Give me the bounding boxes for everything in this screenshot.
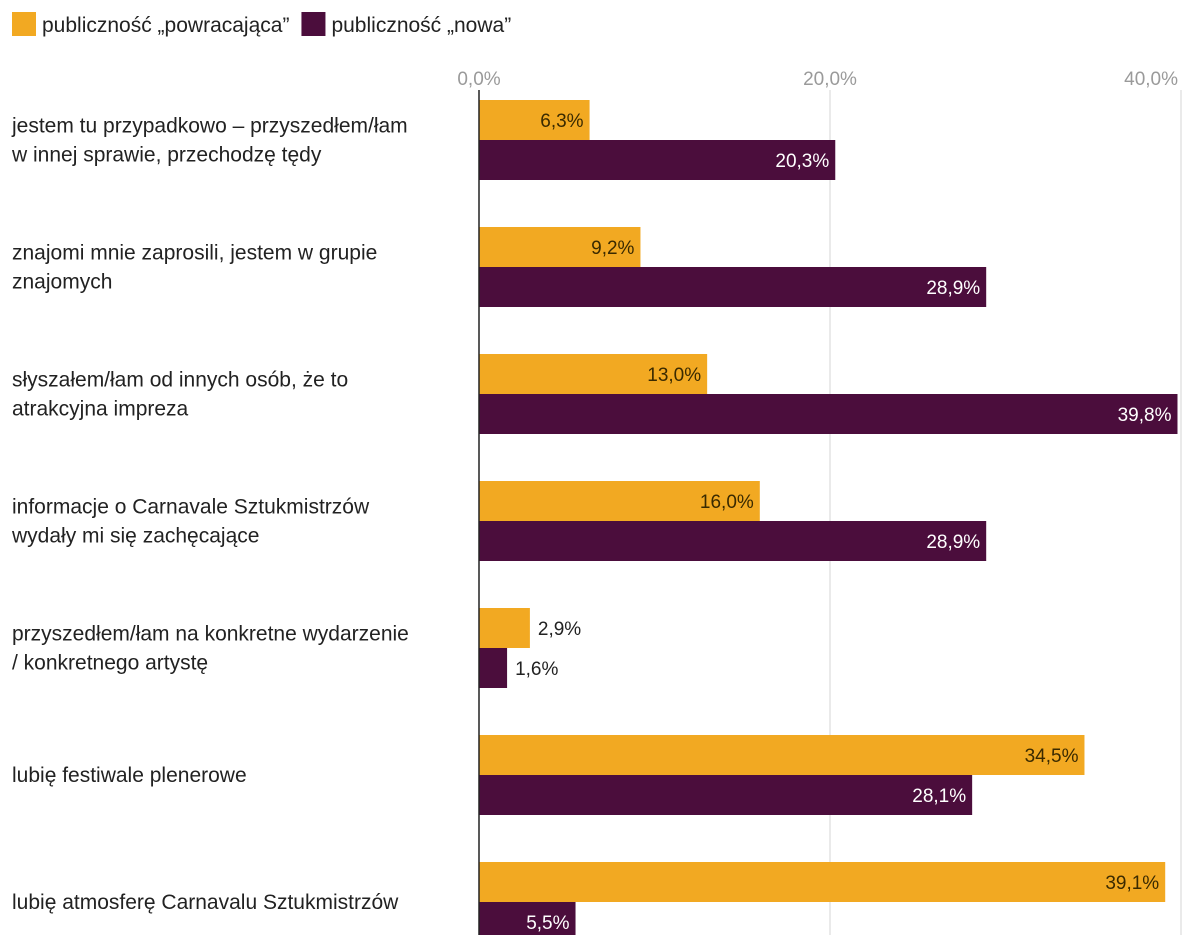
- bar-value-label-3-1: 28,9%: [926, 532, 980, 553]
- bar-value-label-5-0: 34,5%: [1025, 746, 1079, 767]
- bar-value-label-0-0: 6,3%: [540, 111, 583, 132]
- bar-2-0: [479, 354, 708, 394]
- x-tick-label-0: 0,0%: [457, 69, 500, 90]
- bar-5-1: [479, 775, 973, 815]
- category-label-2-line-1: atrakcyjna impreza: [12, 398, 189, 421]
- x-tick-label-1: 20,0%: [803, 69, 857, 90]
- legend-swatch-1: [301, 12, 326, 36]
- bar-value-label-6-1: 5,5%: [526, 913, 569, 934]
- category-label-3-line-1: wydały mi się zachęcające: [11, 525, 259, 548]
- category-label-5-line-0: lubię festiwale plenerowe: [12, 764, 247, 787]
- category-label-1-line-1: znajomych: [12, 271, 112, 294]
- category-label-0-line-1: w innej sprawie, przechodzę tędy: [11, 144, 322, 167]
- legend-label-0: publiczność „powracająca”: [42, 14, 289, 37]
- x-axis-ticks: 0,0% 20,0% 40,0%: [457, 69, 1178, 90]
- legend: publiczność „powracająca” publiczność „no…: [12, 12, 511, 37]
- bar-value-label-2-0: 13,0%: [647, 365, 701, 386]
- category-label-6-line-0: lubię atmosferę Carnavalu Sztukmistrzów: [12, 891, 399, 914]
- bar-0-0: [479, 100, 590, 140]
- category-label-4-line-1: / konkretnego artystę: [12, 652, 208, 675]
- bar-1-1: [479, 267, 987, 307]
- bar-6-1: [479, 902, 576, 935]
- category-label-4-line-0: przyszedłem/łam na konkretne wydarzenie: [12, 623, 409, 646]
- category-label-3-line-0: informacje o Carnavale Sztukmistrzów: [12, 496, 370, 519]
- category-label-1-line-0: znajomi mnie zaprosili, jestem w grupie: [12, 242, 377, 265]
- category-label-2-line-0: słyszałem/łam od innych osób, że to: [12, 369, 348, 392]
- category-label-0-line-0: jestem tu przypadkowo – przyszedłem/łam: [11, 115, 408, 138]
- legend-label-1: publiczność „nowa”: [331, 14, 511, 37]
- bar-value-label-2-1: 39,8%: [1118, 405, 1172, 426]
- bar-0-1: [479, 140, 836, 180]
- bar-4-1: [479, 648, 508, 688]
- x-tick-label-2: 40,0%: [1124, 69, 1178, 90]
- bar-value-label-6-0: 39,1%: [1105, 873, 1159, 894]
- bar-value-label-0-1: 20,3%: [775, 151, 829, 172]
- bar-5-0: [479, 735, 1085, 775]
- bars: 6,3% 20,3% 9,2% 28,9% 13,0% 39,8% 16,0% 28,9% 2,…: [479, 100, 1178, 935]
- bar-1-0: [479, 227, 641, 267]
- bar-value-label-5-1: 28,1%: [912, 786, 966, 807]
- bar-value-label-3-0: 16,0%: [700, 492, 754, 513]
- legend-swatch-0: [12, 12, 36, 36]
- bar-value-label-4-0: 2,9%: [538, 619, 581, 640]
- bar-value-label-4-1: 1,6%: [515, 659, 558, 680]
- bar-value-label-1-0: 9,2%: [591, 238, 634, 259]
- bar-value-label-1-1: 28,9%: [926, 278, 980, 299]
- bar-3-1: [479, 521, 987, 561]
- category-labels: jestem tu przypadkowo – przyszedłem/łam w…: [11, 115, 409, 915]
- bar-2-1: [479, 394, 1178, 434]
- bar-4-0: [479, 608, 530, 648]
- bar-6-0: [479, 862, 1166, 902]
- bar-3-0: [479, 481, 760, 521]
